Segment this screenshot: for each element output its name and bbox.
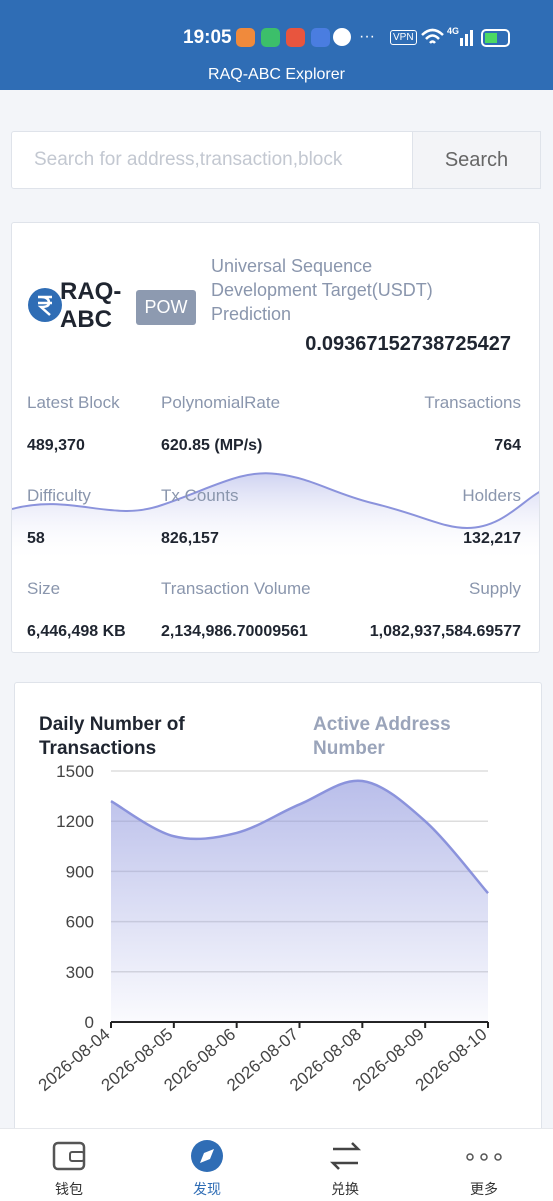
stat-label: Transaction Volume [161, 579, 311, 598]
tab-label[interactable]: 更多 [470, 1181, 498, 1197]
signal-battery [460, 29, 510, 47]
stat-label: Difficulty [27, 486, 91, 505]
tab-icons [52, 1140, 502, 1172]
area-line [110, 779, 489, 894]
search-input[interactable]: Search for address,transaction,block [11, 131, 413, 189]
chart: 0300600900120015002026-08-042026-08-0520… [35, 762, 491, 1095]
stat-label: Holders [462, 486, 521, 505]
y-tick-label: 300 [66, 963, 94, 982]
stat-value: 1,082,937,584.69577 [369, 623, 521, 640]
status-more: ··· [359, 28, 375, 45]
stat-value: 132,217 [463, 530, 521, 547]
search-button[interactable]: Search [412, 131, 541, 189]
status-icons [236, 28, 351, 47]
stat-value: 764 [494, 437, 521, 454]
area-fill [111, 780, 488, 1022]
header-title: RAQ-ABC Explorer [208, 66, 345, 83]
coin-logo [28, 288, 62, 322]
y-tick-label: 0 [85, 1013, 94, 1032]
summary-card: RAQ-ABC POW Universal Sequence Developme… [11, 222, 540, 653]
stat-label: PolynomialRate [161, 393, 281, 412]
stat-label: Size [27, 579, 61, 598]
stat-value: 2,134,986.70009561 [161, 623, 308, 640]
wave-decoration [12, 472, 539, 563]
stat-value: 58 [27, 530, 45, 547]
tab-label[interactable]: 兑换 [331, 1181, 359, 1197]
prediction-label: Universal Sequence Development Target(US… [211, 256, 433, 324]
stat-value: 6,446,498 KB [27, 623, 126, 640]
tab-bar: 钱包 发现 兑换 更多 [0, 1128, 553, 1201]
tab-label[interactable]: 钱包 [55, 1181, 83, 1197]
search-placeholder: Search for address,transaction,block [34, 149, 343, 170]
status-network: 4G [447, 26, 460, 36]
chart-tab[interactable]: Active Address Number [313, 714, 451, 759]
status-vpn: VPN [390, 30, 417, 45]
header: 19:05 ··· VPN 4G RAQ-ABC Explorer [0, 0, 553, 90]
y-tick-label: 1500 [56, 762, 94, 781]
stat-value: 489,370 [27, 437, 85, 454]
wifi-icon [421, 28, 444, 44]
badge: POW [136, 290, 196, 325]
status-time: 19:05 [183, 27, 232, 48]
stat-value: 620.85 (MP/s) [161, 437, 263, 454]
stat-label: Transactions [424, 393, 521, 412]
coin-name: RAQ-ABC [60, 278, 122, 333]
y-tick-label: 600 [66, 913, 94, 932]
prediction-value: 0.09367152738725427 [305, 333, 511, 355]
stat-label: Latest Block [27, 393, 120, 412]
stat-value: 826,157 [161, 530, 219, 547]
y-tick-label: 900 [66, 862, 94, 881]
y-tick-label: 1200 [56, 812, 94, 831]
stat-label: Tx Counts [161, 486, 239, 505]
tab-label[interactable]: 发现 [193, 1181, 221, 1197]
stat-label: Supply [469, 579, 521, 598]
chart-title: Daily Number of Transactions [39, 714, 185, 759]
